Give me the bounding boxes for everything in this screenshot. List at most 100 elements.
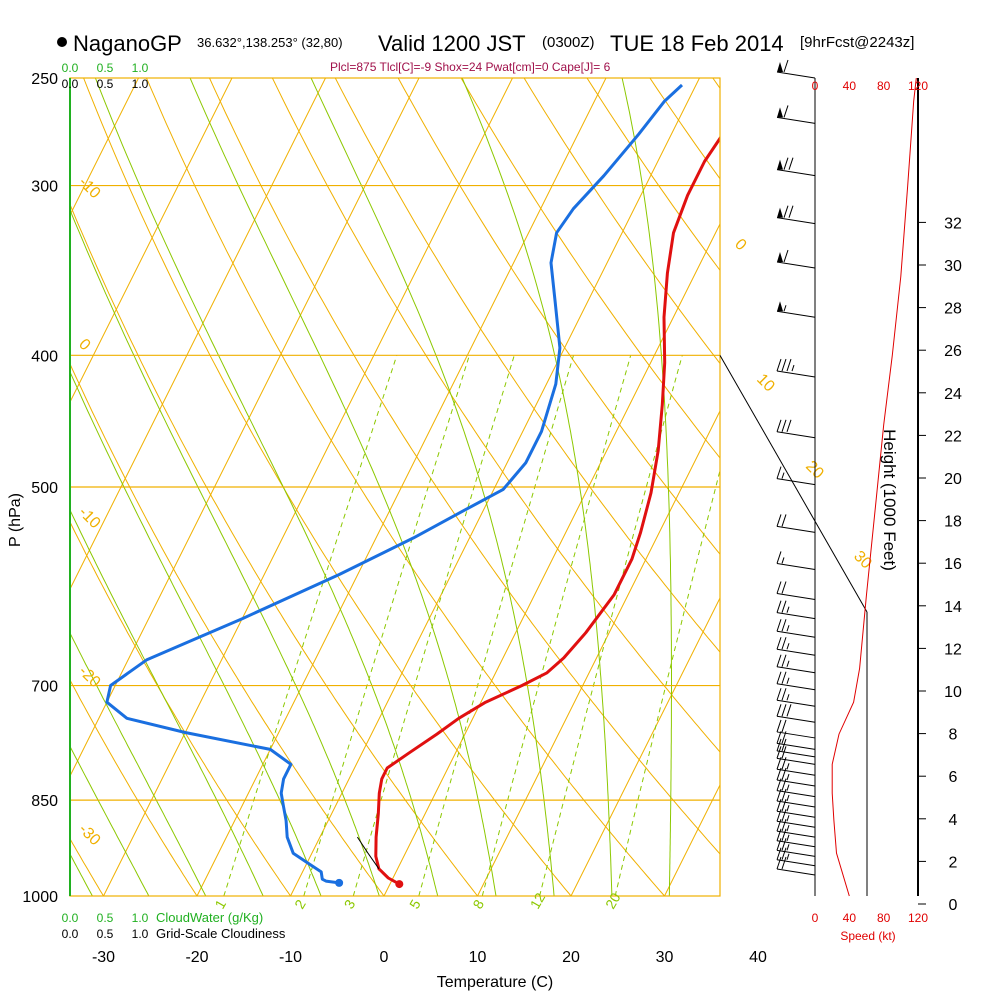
wind-barb-half bbox=[786, 660, 790, 667]
speed-tick-label-bottom: 80 bbox=[877, 911, 891, 925]
wind-barb bbox=[776, 581, 816, 600]
temperature-profile-line bbox=[374, 135, 720, 886]
wind-barb-full bbox=[776, 671, 782, 684]
pressure-tick-label: 1000 bbox=[22, 889, 58, 906]
dry-adiabat-line bbox=[523, 78, 720, 365]
height-tick-label: 26 bbox=[944, 343, 962, 360]
forecast-info: [9hrFcst@2243z] bbox=[800, 34, 914, 51]
wind-barb-full bbox=[776, 809, 782, 822]
dry-adiabat-line bbox=[70, 520, 292, 896]
wind-barb-staff bbox=[776, 431, 816, 439]
moist-adiabat-line bbox=[70, 745, 150, 896]
mixing-ratio-label: 20 bbox=[602, 890, 624, 912]
wind-barb-full bbox=[788, 157, 794, 170]
wind-barb-staff bbox=[776, 648, 816, 656]
dry-adiabat-label: 10 bbox=[753, 371, 778, 396]
wind-barb-full bbox=[776, 799, 782, 812]
isotherm-line bbox=[570, 596, 720, 896]
wind-barb-half bbox=[786, 773, 790, 781]
wind-barb bbox=[776, 419, 816, 439]
wind-barb-half bbox=[786, 805, 790, 812]
cloud-water-label: CloudWater (g/Kg) bbox=[156, 910, 263, 925]
temperature-tick-label: 10 bbox=[469, 949, 487, 966]
pressure-tick-label: 400 bbox=[31, 348, 58, 365]
wind-barb bbox=[776, 767, 816, 787]
wind-barb-half bbox=[786, 606, 790, 613]
wind-barb-half bbox=[786, 853, 790, 860]
wind-barb bbox=[776, 619, 816, 638]
dry-adiabat-line bbox=[758, 54, 1000, 925]
wind-barb-full bbox=[781, 514, 787, 527]
isotherm-line bbox=[70, 78, 140, 217]
pressure-tick-label: 250 bbox=[31, 71, 58, 88]
height-tick-label: 22 bbox=[944, 428, 962, 445]
wind-barb-half bbox=[786, 824, 790, 832]
wind-barb bbox=[776, 799, 816, 818]
isotherm-line bbox=[70, 78, 327, 591]
wind-barb-staff bbox=[776, 779, 816, 787]
wind-barb-full bbox=[781, 731, 787, 744]
speed-tick-label-top: 80 bbox=[877, 79, 891, 93]
wind-barb-full bbox=[781, 838, 787, 851]
wind-barb-full bbox=[788, 205, 794, 218]
moist-adiabat-line bbox=[621, 78, 672, 896]
station-coords: 36.632°,138.253° (32,80) bbox=[197, 35, 343, 50]
wind-barb-half bbox=[781, 472, 785, 479]
mixing-ratio-label: 8 bbox=[469, 897, 487, 912]
speed-tick-label-bottom: 0 bbox=[812, 911, 819, 925]
pressure-tick-label: 300 bbox=[31, 179, 58, 196]
wind-barb-full bbox=[776, 551, 782, 564]
station-name: NaganoGP bbox=[73, 31, 182, 56]
pressure-tick-label: 700 bbox=[31, 679, 58, 696]
wind-barb-full bbox=[776, 757, 782, 770]
wind-barb-full bbox=[776, 767, 782, 781]
moist-adiabat-line bbox=[70, 508, 264, 896]
wind-barb bbox=[776, 654, 816, 674]
isotherm-line bbox=[663, 783, 720, 896]
wind-barb-full bbox=[786, 419, 792, 432]
wind-barb bbox=[776, 600, 816, 620]
wind-barb-full bbox=[776, 719, 782, 733]
dry-adiabat-line bbox=[649, 78, 720, 180]
height-tick-label: 30 bbox=[944, 258, 962, 275]
speed-axis-title: Speed (kt) bbox=[840, 929, 895, 943]
wind-barb-staff bbox=[776, 699, 816, 707]
stability-indices: Plcl=875 Tlcl[C]=-9 Shox=24 Pwat[cm]=0 C… bbox=[330, 60, 611, 74]
wind-barb-full bbox=[776, 788, 782, 802]
mixing-ratio-label: 12 bbox=[527, 890, 549, 912]
wind-barb-half bbox=[786, 677, 790, 684]
dry-adiabat-label: -10 bbox=[75, 504, 103, 532]
x-axis-title: Temperature (C) bbox=[437, 974, 553, 991]
wind-barb-staff bbox=[776, 525, 816, 533]
temperature-tick-label: -20 bbox=[185, 949, 208, 966]
wind-barb-full bbox=[781, 581, 787, 594]
wind-barb-full bbox=[783, 59, 789, 73]
speed-tick-label-top: 40 bbox=[843, 79, 857, 93]
moist-adiabat-line bbox=[70, 208, 380, 896]
wind-barb-full bbox=[776, 778, 782, 791]
wind-barb-full bbox=[776, 828, 782, 841]
wind-barb-full bbox=[776, 600, 782, 613]
wind-barb-full bbox=[781, 818, 787, 832]
temperature-tick-label: -10 bbox=[279, 949, 302, 966]
wind-barb bbox=[776, 704, 816, 723]
wind-barb bbox=[776, 719, 816, 739]
wind-barb bbox=[776, 838, 816, 857]
wind-barb-full bbox=[781, 799, 787, 812]
wind-barb-full bbox=[781, 619, 787, 632]
mixing-ratio-line bbox=[418, 355, 574, 896]
wind-barb bbox=[776, 847, 816, 867]
wind-barb-full bbox=[781, 419, 787, 432]
wind-barb-half bbox=[781, 557, 785, 564]
wind-barb-pennant bbox=[777, 62, 783, 72]
height-tick-label: 18 bbox=[944, 514, 962, 531]
wind-barb bbox=[776, 746, 816, 765]
wind-barb-full bbox=[783, 205, 789, 218]
wind-barb bbox=[776, 249, 816, 269]
wind-barb-staff bbox=[776, 757, 816, 765]
wind-barb-staff bbox=[776, 683, 816, 691]
wind-barb-full bbox=[776, 358, 782, 372]
cloud-water-bottom-label: 0.5 bbox=[97, 911, 114, 925]
wind-barb-full bbox=[776, 466, 782, 479]
wind-barb-pennant bbox=[777, 301, 783, 312]
